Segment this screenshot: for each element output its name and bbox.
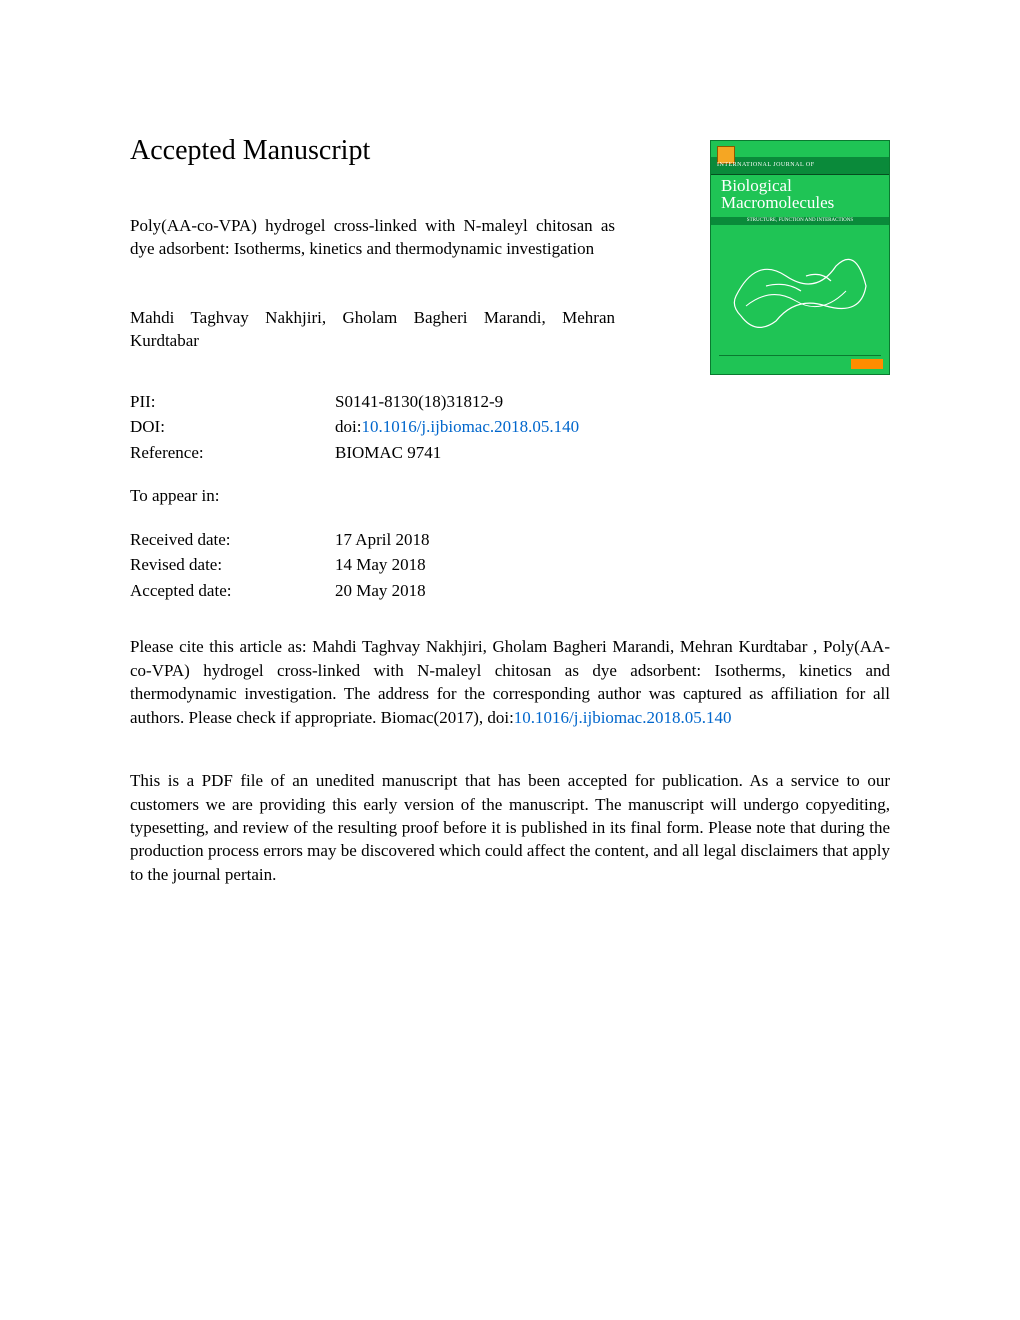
metadata-block-3: Received date: 17 April 2018 Revised dat… bbox=[130, 527, 890, 604]
revised-row: Revised date: 14 May 2018 bbox=[130, 552, 890, 578]
pii-row: PII: S0141-8130(18)31812-9 bbox=[130, 389, 890, 415]
received-value: 17 April 2018 bbox=[335, 527, 890, 553]
cover-footer-line bbox=[719, 355, 881, 356]
citation-prefix: Please cite this article as: Mahdi Taghv… bbox=[130, 637, 890, 726]
cover-journal-title: Biological Macromolecules bbox=[721, 177, 834, 211]
doi-link[interactable]: 10.1016/j.ijbiomac.2018.05.140 bbox=[361, 417, 579, 436]
doi-row: DOI: doi:10.1016/j.ijbiomac.2018.05.140 bbox=[130, 414, 890, 440]
cover-subtitle: STRUCTURE, FUNCTION AND INTERACTIONS bbox=[711, 217, 889, 225]
doi-value: doi:10.1016/j.ijbiomac.2018.05.140 bbox=[335, 414, 890, 440]
accepted-label: Accepted date: bbox=[130, 578, 335, 604]
doi-label: DOI: bbox=[130, 414, 335, 440]
manuscript-page: Accepted Manuscript Poly(AA-co-VPA) hydr… bbox=[0, 0, 1020, 886]
authors-list: Mahdi Taghvay Nakhjiri, Gholam Bagheri M… bbox=[130, 307, 615, 353]
citation-text: Please cite this article as: Mahdi Taghv… bbox=[130, 635, 890, 729]
accepted-value: 20 May 2018 bbox=[335, 578, 890, 604]
sciencedirect-badge-icon bbox=[851, 359, 883, 369]
cover-art-icon bbox=[726, 236, 876, 346]
reference-value: BIOMAC 9741 bbox=[335, 440, 890, 466]
reference-row: Reference: BIOMAC 9741 bbox=[130, 440, 890, 466]
pii-label: PII: bbox=[130, 389, 335, 415]
received-row: Received date: 17 April 2018 bbox=[130, 527, 890, 553]
citation-doi-link[interactable]: 10.1016/j.ijbiomac.2018.05.140 bbox=[514, 708, 732, 727]
pii-value: S0141-8130(18)31812-9 bbox=[335, 389, 890, 415]
to-appear-value bbox=[335, 483, 890, 509]
to-appear-label: To appear in: bbox=[130, 483, 335, 509]
article-title: Poly(AA-co-VPA) hydrogel cross-linked wi… bbox=[130, 215, 615, 261]
revised-value: 14 May 2018 bbox=[335, 552, 890, 578]
accepted-row: Accepted date: 20 May 2018 bbox=[130, 578, 890, 604]
journal-cover-thumbnail: INTERNATIONAL JOURNAL OF Biological Macr… bbox=[710, 140, 890, 375]
cover-category: INTERNATIONAL JOURNAL OF bbox=[717, 162, 815, 168]
revised-label: Revised date: bbox=[130, 552, 335, 578]
metadata-block-2: To appear in: bbox=[130, 483, 890, 509]
reference-label: Reference: bbox=[130, 440, 335, 466]
received-label: Received date: bbox=[130, 527, 335, 553]
disclaimer-text: This is a PDF file of an unedited manusc… bbox=[130, 769, 890, 886]
metadata-block-1: PII: S0141-8130(18)31812-9 DOI: doi:10.1… bbox=[130, 389, 890, 466]
to-appear-row: To appear in: bbox=[130, 483, 890, 509]
doi-prefix: doi: bbox=[335, 417, 361, 436]
cover-title-line2: Macromolecules bbox=[721, 193, 834, 212]
